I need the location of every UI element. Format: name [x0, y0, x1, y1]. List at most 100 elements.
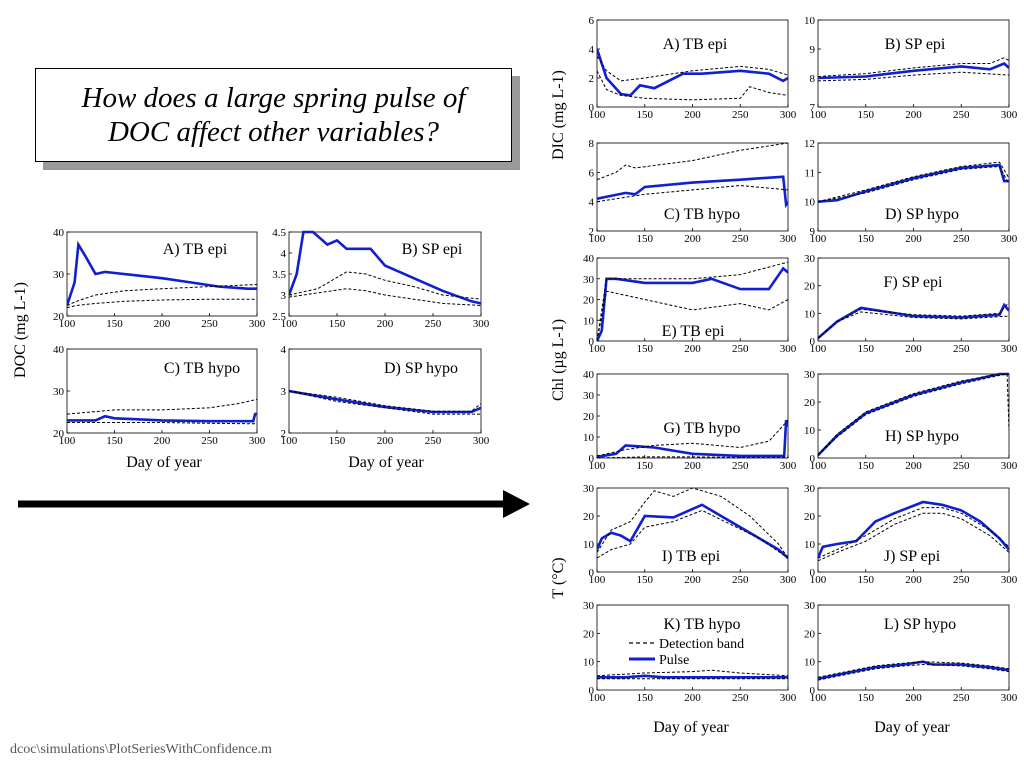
- x-tick-label: 200: [684, 109, 701, 121]
- y-tick-label: 9: [810, 44, 816, 56]
- chart-dic-b: 100 150 200 250 300 7 8 9 10 B) SP epi: [804, 15, 1018, 121]
- x-tick-label: 100: [589, 460, 606, 472]
- y-tick-label: 9: [810, 226, 816, 238]
- x-tick-label: 100: [810, 574, 827, 586]
- y-tick-label: 0: [589, 453, 595, 465]
- detection-band-line-2: [597, 184, 788, 203]
- panel-title: B) SP epi: [402, 241, 463, 258]
- y-tick-label: 0: [810, 685, 816, 697]
- x-tick-label: 250: [732, 343, 749, 355]
- panel-title: C) TB hypo: [664, 206, 740, 223]
- x-tick-label: 150: [858, 233, 875, 245]
- x-tick-label: 100: [810, 343, 827, 355]
- y-tick-label: 2: [589, 226, 595, 238]
- y-tick-label: 10: [583, 432, 595, 444]
- y-tick-label: 20: [804, 511, 816, 523]
- chart-t-j: 100 150 200 250 300 0 10 20 30 J) SP epi: [804, 483, 1018, 586]
- y-tick-label: 40: [583, 369, 595, 381]
- detection-band-line-2: [818, 663, 1009, 681]
- chart-t-k: 100 150 200 250 300 0 10 20 30 K) TB hypo: [583, 600, 797, 704]
- x-tick-label: 100: [810, 692, 827, 704]
- y-tick-label: 0: [810, 336, 816, 348]
- y-tick-label: 4: [589, 197, 595, 209]
- y-tick-label: 6: [589, 15, 595, 27]
- detection-band-line-2: [67, 298, 257, 309]
- detection-band-line-1: [597, 56, 788, 82]
- chart-doc-a: 100 150 200 250 300 20 30 40 A) TB epi: [53, 227, 266, 330]
- y-tick-label: 4: [281, 344, 287, 356]
- y-tick-label: 2: [589, 73, 595, 85]
- x-tick-label: 200: [905, 460, 922, 472]
- x-tick-label: 250: [425, 318, 442, 330]
- x-tick-label: 300: [1001, 692, 1018, 704]
- detection-band-line-1: [67, 284, 257, 306]
- chart-dic-d: 100 150 200 250 300 9 10 11 12 D) SP hypo: [804, 138, 1018, 245]
- chl-ylabel: Chl (µg L-1): [550, 319, 567, 401]
- y-tick-label: 11: [804, 167, 815, 179]
- chart-chl-e: 100 150 200 250 300 0 10 20 30 40 E) TB epi: [583, 253, 797, 355]
- pulse-line: [289, 389, 481, 414]
- x-tick-label: 300: [780, 574, 797, 586]
- x-tick-label: 250: [732, 574, 749, 586]
- y-tick-label: 8: [810, 73, 816, 85]
- panel-title: C) TB hypo: [164, 360, 240, 377]
- y-tick-label: 10: [804, 425, 816, 437]
- y-tick-label: 30: [804, 483, 816, 495]
- detection-band-line-2: [818, 512, 1009, 562]
- y-tick-label: 2: [281, 428, 287, 440]
- detection-band-line-1: [597, 487, 788, 559]
- x-tick-label: 250: [953, 460, 970, 472]
- y-tick-label: 10: [804, 657, 816, 669]
- x-tick-label: 200: [154, 318, 171, 330]
- x-tick-label: 300: [249, 318, 266, 330]
- panel-title: I) TB epi: [662, 548, 721, 565]
- y-tick-label: 6: [589, 167, 595, 179]
- x-tick-label: 300: [473, 318, 490, 330]
- x-tick-label: 100: [589, 233, 606, 245]
- x-tick-label: 300: [780, 460, 797, 472]
- pulse-line: [818, 163, 1009, 203]
- axis-labels: DOC (mg L-1) DIC (mg L-1) Chl (µg L-1) T…: [12, 70, 950, 736]
- panel-title: K) TB hypo: [663, 616, 740, 633]
- x-tick-label: 300: [780, 233, 797, 245]
- panel-title: G) TB hypo: [663, 420, 740, 437]
- detection-band-line-2: [597, 456, 788, 458]
- x-tick-label: 300: [473, 435, 490, 447]
- detection-band-line-2: [289, 390, 481, 415]
- detection-band-line-1: [289, 390, 481, 412]
- y-tick-label: 20: [583, 411, 595, 423]
- xlabel-doc-left: Day of year: [126, 454, 202, 471]
- x-tick-label: 100: [589, 343, 606, 355]
- xlabel-right-right: Day of year: [874, 719, 950, 736]
- detection-band-line-2: [67, 422, 257, 425]
- x-tick-label: 150: [106, 318, 123, 330]
- x-tick-label: 250: [201, 435, 218, 447]
- x-tick-label: 100: [59, 318, 76, 330]
- y-tick-label: 30: [804, 253, 816, 265]
- x-tick-label: 150: [637, 692, 654, 704]
- plot-frame: [817, 373, 1010, 459]
- x-tick-label: 150: [637, 574, 654, 586]
- detection-band-line-1: [289, 271, 481, 300]
- x-tick-label: 100: [810, 109, 827, 121]
- detection-band-line-1: [597, 669, 788, 677]
- x-tick-label: 150: [637, 343, 654, 355]
- x-tick-label: 250: [732, 109, 749, 121]
- panel-title: J) SP epi: [884, 548, 941, 565]
- arrow-head: [503, 490, 530, 518]
- y-tick-label: 0: [589, 567, 595, 579]
- y-tick-label: 10: [583, 539, 595, 551]
- detection-band-line-2: [818, 71, 1009, 82]
- panel-title: B) SP epi: [885, 36, 946, 53]
- legend: Detection band Pulse: [629, 637, 744, 668]
- pulse-line: [597, 175, 788, 209]
- chart-doc-b: 100 150 200 250 300 2.5 3 3.5 4 4.5 B) SP epi: [272, 227, 490, 330]
- y-tick-label: 40: [583, 253, 595, 265]
- y-tick-label: 30: [583, 390, 595, 402]
- y-tick-label: 4: [281, 248, 287, 260]
- y-tick-label: 40: [53, 227, 65, 239]
- y-tick-label: 30: [53, 269, 65, 281]
- x-tick-label: 300: [1001, 460, 1018, 472]
- x-tick-label: 200: [905, 233, 922, 245]
- pulse-line: [818, 61, 1009, 80]
